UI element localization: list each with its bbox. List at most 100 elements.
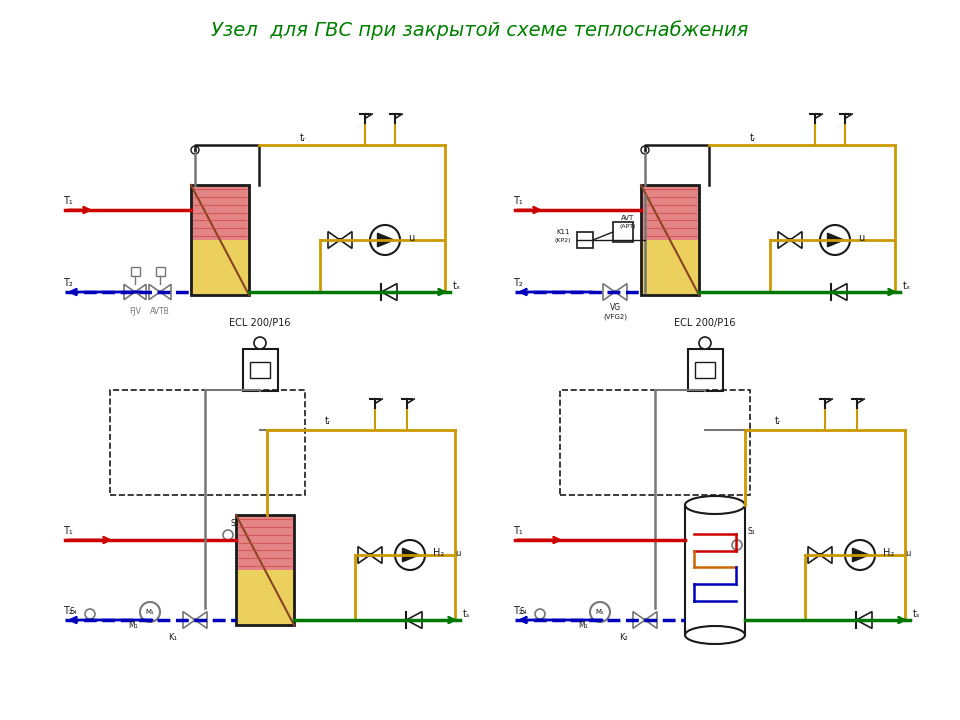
Circle shape: [535, 609, 545, 619]
Circle shape: [820, 225, 850, 255]
Text: S₃: S₃: [230, 519, 238, 528]
Text: tₓ: tₓ: [453, 281, 461, 291]
Bar: [641, 240, 699, 295]
Polygon shape: [358, 546, 370, 563]
Polygon shape: [406, 611, 422, 629]
Polygon shape: [603, 284, 615, 300]
Bar: [613, 222, 633, 242]
Bar: [191, 185, 249, 240]
Circle shape: [732, 540, 742, 550]
Text: AVT: AVT: [621, 215, 635, 221]
Circle shape: [369, 554, 372, 557]
Polygon shape: [828, 233, 844, 247]
Bar: [191, 240, 249, 295]
Polygon shape: [856, 611, 872, 629]
Text: T₁: T₁: [63, 526, 73, 536]
Polygon shape: [149, 284, 160, 300]
Polygon shape: [370, 546, 382, 563]
Polygon shape: [615, 284, 627, 300]
Text: H₂: H₂: [433, 548, 444, 558]
Polygon shape: [377, 233, 394, 247]
Text: T₁: T₁: [513, 526, 523, 536]
Bar: [641, 185, 699, 295]
Bar: [236, 515, 294, 625]
Text: VG: VG: [610, 303, 620, 312]
Circle shape: [699, 337, 711, 349]
Bar: [243, 349, 277, 391]
Polygon shape: [340, 232, 352, 248]
Text: u: u: [455, 549, 461, 557]
Polygon shape: [124, 284, 135, 300]
Text: S₄: S₄: [69, 607, 77, 616]
Bar: [156, 267, 164, 276]
Polygon shape: [633, 611, 645, 629]
Circle shape: [158, 291, 161, 293]
Circle shape: [845, 540, 875, 570]
Text: M₁: M₁: [146, 609, 155, 615]
Text: ECL 200/P16: ECL 200/P16: [229, 318, 291, 328]
Text: K₁: K₁: [169, 633, 178, 642]
Polygon shape: [645, 611, 657, 629]
Bar: [577, 232, 593, 248]
Text: tᵣ: tᵣ: [325, 416, 331, 426]
Circle shape: [590, 602, 610, 622]
Bar: [110, 390, 305, 495]
Text: M₁: M₁: [595, 609, 605, 615]
Text: (KP2): (KP2): [555, 238, 571, 243]
Bar: [131, 267, 139, 276]
Text: (VFG2): (VFG2): [603, 313, 627, 320]
Polygon shape: [790, 232, 802, 248]
Circle shape: [133, 291, 136, 293]
Text: Узел  для ГВС при закрытой схеме теплоснабжения: Узел для ГВС при закрытой схеме теплосна…: [211, 20, 749, 40]
Text: AVTB: AVTB: [150, 307, 170, 316]
Polygon shape: [852, 548, 869, 562]
Polygon shape: [183, 611, 195, 629]
Bar: [191, 185, 249, 295]
Text: FJV: FJV: [129, 307, 141, 316]
Text: ECL 200/P16: ECL 200/P16: [674, 318, 735, 328]
Ellipse shape: [685, 496, 745, 514]
Bar: [560, 390, 750, 495]
Text: T₂: T₂: [513, 606, 523, 616]
Circle shape: [85, 609, 95, 619]
Text: T₁: T₁: [513, 196, 523, 206]
Polygon shape: [808, 546, 820, 563]
Polygon shape: [160, 284, 171, 300]
Circle shape: [140, 602, 160, 622]
Text: M₁: M₁: [129, 621, 138, 630]
Text: T₂: T₂: [63, 606, 73, 616]
Bar: [687, 349, 723, 391]
Text: tₓ: tₓ: [903, 281, 911, 291]
Text: T₁: T₁: [63, 196, 73, 206]
Text: H₂: H₂: [883, 548, 895, 558]
Circle shape: [613, 291, 616, 294]
Text: S₄: S₄: [519, 607, 527, 616]
Text: tᵣ: tᵣ: [750, 133, 756, 143]
Text: T₂: T₂: [63, 278, 73, 288]
Circle shape: [788, 238, 791, 241]
Text: S₁: S₁: [747, 527, 755, 536]
Text: tₛ: tₛ: [913, 609, 921, 619]
Text: K11: K11: [556, 229, 569, 235]
Circle shape: [641, 146, 649, 154]
Polygon shape: [381, 284, 397, 300]
Bar: [695, 361, 714, 379]
Circle shape: [339, 238, 342, 241]
Circle shape: [819, 554, 822, 557]
Text: tₛ: tₛ: [463, 609, 470, 619]
Circle shape: [194, 618, 197, 621]
Polygon shape: [820, 546, 832, 563]
Bar: [251, 361, 270, 379]
Text: u: u: [408, 233, 415, 243]
Polygon shape: [778, 232, 790, 248]
Circle shape: [395, 540, 425, 570]
Text: tᵣ: tᵣ: [300, 133, 306, 143]
Polygon shape: [195, 611, 207, 629]
Bar: [236, 515, 294, 570]
Bar: [236, 570, 294, 625]
Circle shape: [370, 225, 400, 255]
Text: u: u: [905, 549, 910, 557]
Circle shape: [223, 530, 233, 540]
Ellipse shape: [685, 626, 745, 644]
Text: tᵣ: tᵣ: [775, 416, 781, 426]
